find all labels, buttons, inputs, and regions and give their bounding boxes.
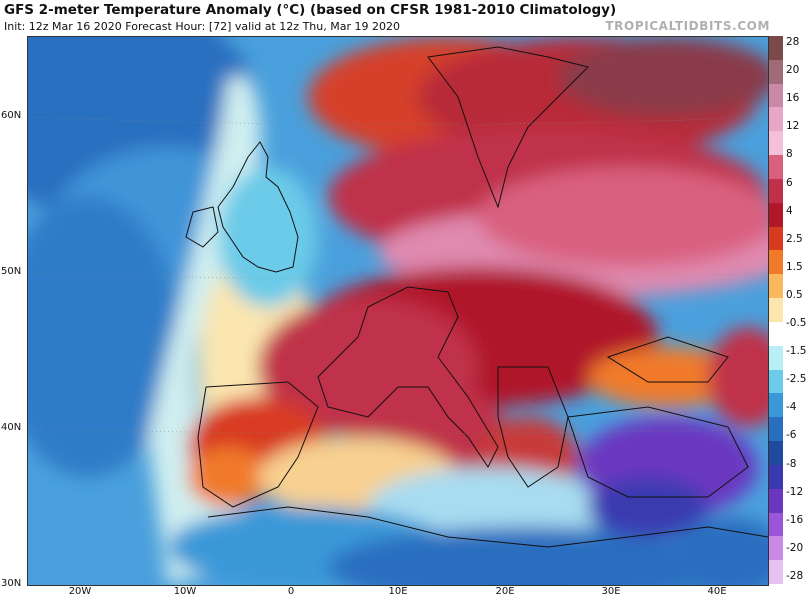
colorbar-label: 0.5: [786, 288, 803, 301]
colorbar-segment: [769, 536, 783, 561]
lon-label-0: 0: [287, 586, 295, 597]
colorbar-segment: [769, 202, 783, 228]
colorbar-label: -12: [786, 485, 804, 498]
colorbar-label: -6: [786, 429, 797, 442]
colorbar-segment: [769, 36, 783, 61]
colorbar-segment: [769, 226, 783, 251]
lon-label-40e: 40E: [707, 586, 727, 597]
colorbar-segment: [769, 441, 783, 466]
map-svg: [28, 37, 768, 585]
colorbar-segment: [769, 488, 783, 513]
colorbar-segment: [769, 250, 783, 275]
lon-label-10w: 10W: [173, 586, 197, 597]
colorbar-label: -16: [786, 513, 804, 526]
colorbar-label: -8: [786, 457, 797, 470]
colorbar-segment: [769, 393, 783, 418]
colorbar-label: 20: [786, 64, 800, 77]
colorbar-segment: [769, 560, 783, 585]
colorbar-label: 16: [786, 92, 800, 105]
colorbar-segment: [769, 83, 783, 108]
lon-label-10e: 10E: [388, 586, 408, 597]
brand-watermark: TROPICALTIDBITS.COM: [605, 19, 770, 33]
colorbar-segment: [769, 512, 783, 537]
colorbar-segment: [769, 321, 783, 347]
colorbar-label: 28: [786, 36, 800, 48]
lat-label-40n: 40N: [1, 422, 22, 433]
colorbar-label: -2.5: [786, 373, 807, 386]
colorbar-segment: [769, 131, 783, 156]
colorbar-label: 4: [786, 204, 793, 217]
colorbar-label: -0.5: [786, 317, 807, 330]
chart-subtitle: Init: 12z Mar 16 2020 Forecast Hour: [72…: [4, 20, 400, 33]
colorbar-label: 6: [786, 176, 793, 189]
colorbar-label: 8: [786, 148, 793, 161]
colorbar-segment: [769, 369, 783, 394]
colorbar-segment: [769, 345, 783, 371]
colorbar-segment: [769, 59, 783, 85]
gridlines: [28, 116, 768, 434]
colorbar-segment: [769, 417, 783, 442]
lat-label-60n: 60N: [1, 110, 22, 121]
lon-label-20w: 20W: [68, 586, 92, 597]
colorbar-segment: [769, 107, 783, 132]
colorbar-label: 2.5: [786, 232, 803, 245]
colorbar-label: -4: [786, 401, 797, 414]
chart-title: GFS 2-meter Temperature Anomaly (°C) (ba…: [4, 2, 617, 18]
anomaly-field: [28, 37, 768, 585]
colorbar: [769, 36, 783, 585]
colorbar-segment: [769, 274, 783, 299]
lat-label-50n: 50N: [1, 266, 22, 277]
colorbar-segment: [769, 155, 783, 180]
colorbar-segment: [769, 178, 783, 204]
colorbar-label: -1.5: [786, 345, 807, 358]
colorbar-label: -28: [786, 570, 804, 582]
anomaly-map: [27, 36, 769, 586]
colorbar-segment: [769, 298, 783, 323]
colorbar-segment: [769, 464, 783, 490]
lon-label-20e: 20E: [495, 586, 515, 597]
coastlines: [185, 46, 768, 548]
lon-label-30e: 30E: [601, 586, 621, 597]
colorbar-label: 12: [786, 120, 800, 133]
colorbar-label: -20: [786, 541, 804, 554]
colorbar-label: 1.5: [786, 260, 803, 273]
lat-label-30n: 30N: [1, 578, 22, 589]
